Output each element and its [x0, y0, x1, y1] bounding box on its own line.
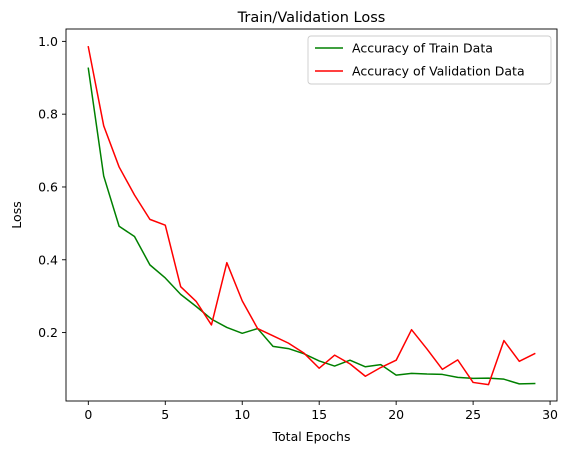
series-group: [87, 45, 536, 386]
series-line-validation: [87, 45, 536, 386]
y-tick-label: 0.2: [38, 325, 58, 340]
y-ticks-group: 0.2 0.4 0.6 0.8 1.0: [38, 34, 66, 340]
legend: Accuracy of Train Data Accuracy of Valid…: [307, 35, 552, 85]
plot-area-frame: [65, 28, 558, 402]
x-tick-label: 5: [161, 407, 169, 422]
y-tick-label: 0.6: [38, 179, 58, 194]
y-tick-label: 0.4: [38, 252, 58, 267]
legend-box: [307, 35, 552, 85]
y-axis-label: Loss: [9, 201, 24, 228]
chart-title: Train/Validation Loss: [237, 10, 386, 26]
x-axis-label: Total Epochs: [272, 429, 351, 444]
series-line-train: [87, 67, 536, 385]
x-tick-label: 20: [388, 407, 404, 422]
x-tick-label: 25: [465, 407, 481, 422]
y-tick-label: 1.0: [38, 34, 58, 49]
x-ticks-group: 0 5 10 15 20 25 30: [84, 401, 558, 422]
x-tick-label: 30: [542, 407, 558, 422]
legend-label-train: Accuracy of Train Data: [352, 41, 493, 56]
legend-label-validation: Accuracy of Validation Data: [352, 64, 525, 79]
y-tick-label: 0.8: [38, 107, 58, 122]
x-tick-label: 10: [234, 407, 250, 422]
x-tick-label: 15: [311, 407, 327, 422]
x-tick-label: 0: [84, 407, 92, 422]
